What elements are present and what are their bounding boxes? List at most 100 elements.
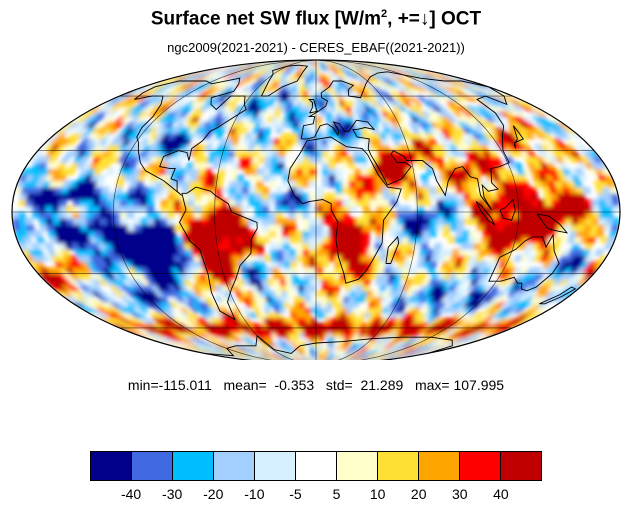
flux-cell <box>299 301 306 308</box>
flux-cell <box>201 230 210 238</box>
flux-cell <box>298 290 306 297</box>
flux-cell <box>558 211 567 219</box>
flux-cell <box>249 174 258 182</box>
flux-cell <box>291 138 299 146</box>
flux-cell <box>332 284 341 292</box>
flux-cell <box>304 116 312 123</box>
flux-cell <box>382 186 391 194</box>
flux-cell <box>307 86 313 92</box>
flux-cell <box>518 211 526 219</box>
flux-cell <box>187 211 195 219</box>
colorbar-tick-label: -10 <box>244 486 265 502</box>
flux-cell <box>45 217 54 225</box>
flux-cell <box>297 278 305 286</box>
flux-cell <box>334 248 343 256</box>
flux-cell <box>551 211 560 219</box>
flux-cell <box>335 236 344 244</box>
flux-cell <box>99 199 108 207</box>
map-title: Surface net SW flux [W/m2, +=↓] OCT <box>150 8 482 30</box>
flux-cell <box>102 116 118 123</box>
flux-cell <box>520 180 530 188</box>
flux-cell <box>309 272 317 280</box>
flux-cell <box>273 110 282 117</box>
flux-cell <box>368 180 377 188</box>
flux-cell <box>302 168 310 176</box>
flux-cell <box>261 205 270 213</box>
flux-cell <box>286 100 294 107</box>
flux-cell <box>355 217 364 225</box>
flux-cell <box>578 217 587 225</box>
flux-cell <box>295 242 304 250</box>
flux-cell <box>302 217 310 225</box>
flux-cell <box>322 192 330 200</box>
flux-cell <box>25 205 33 213</box>
flux-cell <box>457 205 466 213</box>
flux-cell <box>456 224 465 232</box>
flux-cell <box>261 230 270 238</box>
flux-cell <box>524 205 533 213</box>
flux-cell <box>293 296 301 303</box>
flux-cell <box>275 127 283 134</box>
flux-cell <box>281 192 290 200</box>
flux-cell <box>464 211 472 219</box>
flux-cell <box>333 278 341 286</box>
flux-cell <box>295 205 303 213</box>
flux-cell <box>558 205 567 213</box>
flux-cell <box>288 224 297 232</box>
flux-cell <box>436 217 445 225</box>
flux-cell <box>513 162 524 170</box>
flux-cell <box>140 199 149 207</box>
flux-cell <box>296 162 304 170</box>
colorbar-tick-labels: -40 -30 -20 -10 -5 5 10 20 30 40 <box>0 486 632 506</box>
flux-cell <box>470 205 479 213</box>
flux-cell <box>449 86 465 92</box>
flux-cell <box>59 217 68 225</box>
flux-cell <box>101 186 110 194</box>
flux-cell <box>311 332 317 338</box>
flux-cell <box>361 236 370 244</box>
flux-cell <box>327 278 335 286</box>
flux-cell <box>322 180 330 188</box>
flux-cell <box>517 217 526 225</box>
flux-cell <box>315 267 323 274</box>
flux-cell <box>198 162 208 170</box>
flux-cell <box>334 267 342 274</box>
flux-cell <box>437 205 445 213</box>
flux-cell <box>304 301 312 308</box>
flux-cell <box>503 192 512 200</box>
flux-cell <box>261 186 270 194</box>
flux-cell <box>355 199 364 207</box>
flux-cell <box>309 156 317 164</box>
flux-cell <box>95 180 105 188</box>
flux-cell <box>310 322 317 329</box>
flux-cell <box>383 205 391 213</box>
flux-cell <box>248 192 257 200</box>
flux-cell <box>193 205 202 213</box>
flux-cell <box>322 248 330 256</box>
flux-cell <box>146 199 155 207</box>
flux-cell <box>565 205 574 213</box>
flux-cell <box>321 162 330 170</box>
flux-cell <box>309 290 317 297</box>
flux-cell <box>270 156 279 164</box>
flux-cell <box>188 230 197 238</box>
flux-cell <box>362 192 371 200</box>
flux-cell <box>282 230 290 238</box>
colorbar <box>90 451 542 481</box>
flux-cell <box>376 199 384 207</box>
flux-cell <box>204 168 213 176</box>
flux-cell <box>289 260 298 268</box>
flux-cell <box>309 144 317 152</box>
flux-cell <box>315 144 323 152</box>
flux-cell <box>293 301 301 308</box>
flux-cell <box>327 284 335 292</box>
flux-cell <box>241 192 250 200</box>
flux-cell <box>269 174 278 182</box>
flux-cell <box>250 168 259 176</box>
flux-cell <box>326 301 333 308</box>
flux-cell <box>309 260 317 268</box>
flux-cell <box>146 211 155 219</box>
flux-cell <box>120 192 129 200</box>
flux-cell <box>261 224 270 232</box>
flux-cell <box>259 272 268 280</box>
